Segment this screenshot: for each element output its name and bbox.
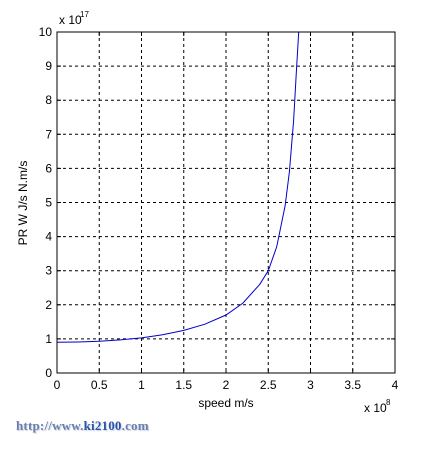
ticks xyxy=(56,31,396,374)
x-scale-label: x 10 xyxy=(364,401,387,415)
y-axis-label: PR W J/s N.m/s xyxy=(16,161,30,246)
y-tick-label: 7 xyxy=(45,127,52,141)
x-tick-label: 1.5 xyxy=(175,378,192,392)
watermark-highlight: ki2100 xyxy=(83,418,122,433)
tick-labels: 0 0.5 1 1.5 2 2.5 3 3.5 4 0 1 2 3 4 5 6 7 8 9 10 xyxy=(39,25,399,392)
x-tick-label: 4 xyxy=(392,378,399,392)
x-tick-label: 2.5 xyxy=(260,378,277,392)
y-tick-label: 0 xyxy=(45,366,52,380)
grid xyxy=(57,32,395,373)
x-tick-label: 3.5 xyxy=(344,378,361,392)
series-line xyxy=(56,31,300,343)
y-tick-label: 2 xyxy=(45,298,52,312)
x-scale-exponent: 8 xyxy=(386,398,391,407)
y-scale-label: x 10 xyxy=(59,13,82,27)
y-scale-exponent: 17 xyxy=(80,10,89,19)
x-axis-label: speed m/s xyxy=(198,396,253,410)
series-layer xyxy=(56,31,300,343)
watermark: http://www.ki2100.com xyxy=(16,418,149,434)
x-tick-label: 1 xyxy=(138,378,145,392)
y-tick-label: 5 xyxy=(45,196,52,210)
y-tick-label: 4 xyxy=(45,230,52,244)
watermark-suffix: .com xyxy=(121,418,149,433)
x-tick-label: 0 xyxy=(54,378,61,392)
y-tick-label: 10 xyxy=(39,25,53,39)
y-tick-label: 9 xyxy=(45,59,52,73)
x-tick-label: 3 xyxy=(307,378,314,392)
watermark-prefix: http://www. xyxy=(16,418,84,433)
y-tick-label: 3 xyxy=(45,264,52,278)
y-tick-label: 1 xyxy=(45,332,52,346)
x-tick-label: 0.5 xyxy=(91,378,108,392)
y-tick-label: 8 xyxy=(45,93,52,107)
y-tick-label: 6 xyxy=(45,161,52,175)
x-tick-label: 2 xyxy=(223,378,230,392)
